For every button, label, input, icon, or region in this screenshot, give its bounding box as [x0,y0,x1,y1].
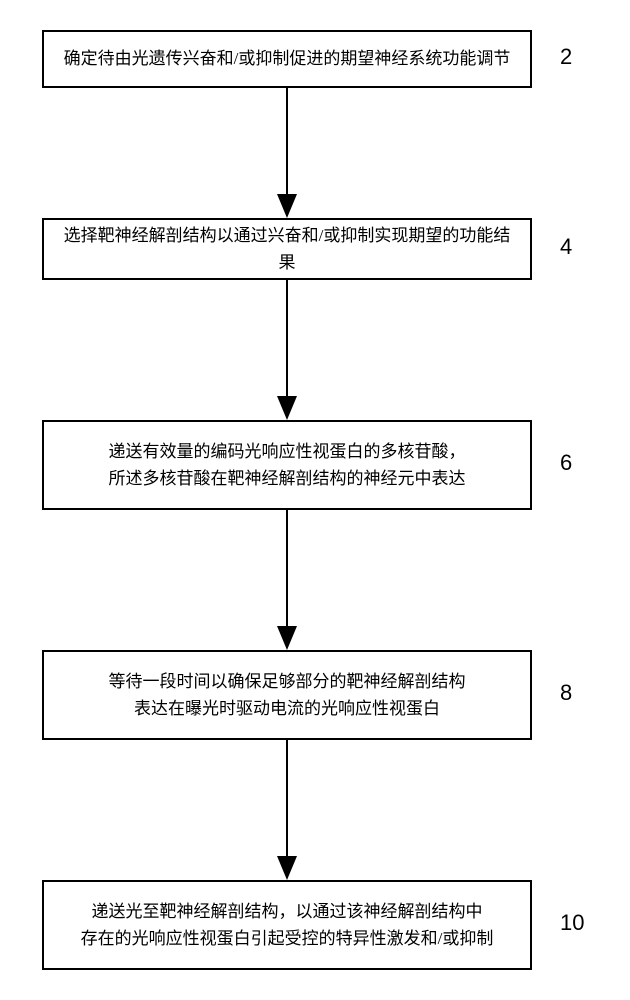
flow-node-3: 递送有效量的编码光响应性视蛋白的多核苷酸， 所述多核苷酸在靶神经解剖结构的神经元… [42,420,532,510]
flow-node-3-text: 递送有效量的编码光响应性视蛋白的多核苷酸， 所述多核苷酸在靶神经解剖结构的神经元… [109,438,466,492]
flow-node-1: 确定待由光遗传兴奋和/或抑制促进的期望神经系统功能调节 [42,30,532,88]
flowchart-canvas: 确定待由光遗传兴奋和/或抑制促进的期望神经系统功能调节 2 选择靶神经解剖结构以… [0,0,630,1000]
flow-node-3-label: 6 [560,450,572,476]
flow-node-2-text: 选择靶神经解剖结构以通过兴奋和/或抑制实现期望的功能结果 [56,222,518,276]
flow-node-5: 递送光至靶神经解剖结构，以通过该神经解剖结构中 存在的光响应性视蛋白引起受控的特… [42,880,532,970]
flow-node-1-label: 2 [560,44,572,70]
flow-node-1-text: 确定待由光遗传兴奋和/或抑制促进的期望神经系统功能调节 [64,45,511,72]
flow-node-4-label: 8 [560,680,572,706]
flow-node-4: 等待一段时间以确保足够部分的靶神经解剖结构 表达在曝光时驱动电流的光响应性视蛋白 [42,650,532,740]
flow-node-5-text: 递送光至靶神经解剖结构，以通过该神经解剖结构中 存在的光响应性视蛋白引起受控的特… [81,898,494,952]
flow-node-4-text: 等待一段时间以确保足够部分的靶神经解剖结构 表达在曝光时驱动电流的光响应性视蛋白 [109,668,466,722]
flow-node-2: 选择靶神经解剖结构以通过兴奋和/或抑制实现期望的功能结果 [42,218,532,280]
flow-node-2-label: 4 [560,234,572,260]
flow-node-5-label: 10 [560,910,584,936]
